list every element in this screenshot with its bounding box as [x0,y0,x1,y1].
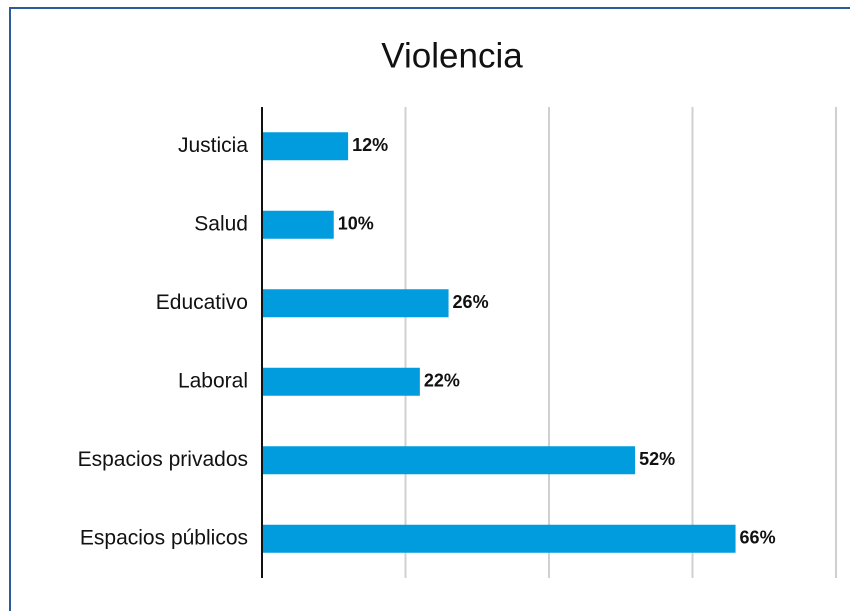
bar [262,524,736,553]
bar [262,289,449,318]
y-tick-label: Salud [194,212,248,235]
bar [262,446,636,475]
bar [262,132,349,161]
bar [262,210,334,239]
data-label: 52% [639,449,675,469]
data-label: 66% [740,528,776,548]
data-label: 22% [424,371,460,391]
y-tick-label: Espacios públicos [80,526,248,549]
bar [262,367,420,396]
y-tick-label: Laboral [178,369,248,392]
y-tick-label: Justicia [178,134,248,157]
y-tick-label: Espacios privados [78,448,248,471]
chart-title: Violencia [381,36,523,75]
y-tick-label: Educativo [156,291,248,314]
data-label: 10% [338,214,374,234]
data-label: 26% [453,292,489,312]
data-label: 12% [352,135,388,155]
